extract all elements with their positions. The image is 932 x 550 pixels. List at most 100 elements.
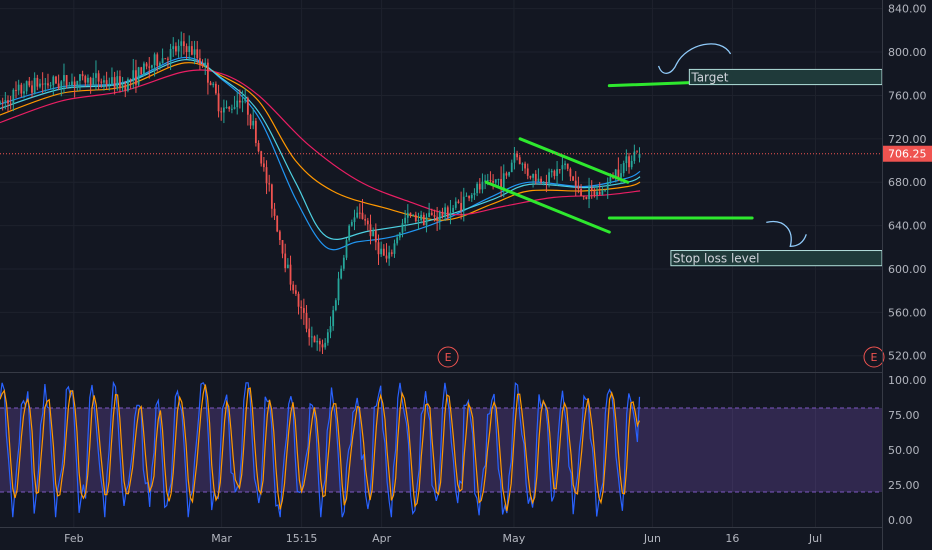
candle-body bbox=[436, 216, 439, 221]
time-tick-label: Feb bbox=[64, 532, 83, 545]
candle-body bbox=[374, 230, 377, 243]
candle-body bbox=[151, 65, 153, 68]
candle-body bbox=[345, 240, 348, 258]
channel-upper-trendline[interactable] bbox=[518, 137, 630, 184]
candle-body bbox=[329, 326, 332, 333]
candle-body bbox=[582, 195, 585, 197]
candle-body bbox=[361, 212, 364, 220]
candle-body bbox=[113, 77, 116, 89]
candle-body bbox=[444, 207, 447, 217]
candle-body bbox=[468, 195, 471, 199]
candle-body bbox=[412, 214, 415, 216]
candle-body bbox=[129, 79, 132, 81]
candle-body bbox=[254, 120, 257, 143]
candle-body bbox=[236, 100, 239, 108]
drawings[interactable]: Target Stop loss level E E bbox=[437, 43, 885, 368]
candle-body bbox=[505, 173, 508, 176]
candle-body bbox=[377, 242, 380, 255]
candle-body bbox=[302, 308, 305, 313]
candle-body bbox=[164, 58, 167, 60]
time-tick-label: Jun bbox=[643, 532, 661, 545]
candle-body bbox=[596, 191, 598, 195]
candle-body bbox=[137, 67, 140, 85]
candle-body bbox=[409, 212, 412, 216]
price-tick-label: 720.00 bbox=[888, 133, 927, 146]
candle-body bbox=[574, 180, 577, 186]
candle-body bbox=[366, 220, 369, 225]
candle-body bbox=[521, 163, 524, 165]
price-tick-label: 760.00 bbox=[888, 89, 927, 102]
candle-body bbox=[183, 41, 185, 47]
target-label: Target bbox=[690, 71, 728, 85]
candle-body bbox=[100, 81, 103, 83]
candle-body bbox=[238, 100, 241, 103]
candle-body bbox=[564, 163, 566, 166]
candle-body bbox=[23, 91, 25, 94]
candle-body bbox=[457, 201, 460, 204]
candle-body bbox=[348, 225, 351, 241]
grid bbox=[0, 0, 882, 527]
candle-body bbox=[390, 252, 393, 254]
time-tick-label: 16 bbox=[725, 532, 739, 545]
candle-body bbox=[153, 54, 156, 66]
price-tick-label: 560.00 bbox=[888, 306, 927, 319]
candle-body bbox=[446, 207, 449, 218]
candle-body bbox=[420, 214, 423, 221]
candle-body bbox=[191, 46, 193, 55]
oscillator-d-line bbox=[0, 384, 641, 512]
last-price-badge bbox=[883, 145, 932, 162]
candle-body bbox=[33, 77, 36, 93]
candle-body bbox=[556, 169, 558, 176]
candle-body bbox=[508, 172, 510, 176]
candle-body bbox=[526, 168, 529, 176]
candle-body bbox=[284, 253, 287, 269]
candle-body bbox=[81, 74, 84, 77]
candle-body bbox=[532, 173, 534, 178]
price-tick-label: 640.00 bbox=[888, 220, 927, 233]
candle-body bbox=[382, 248, 385, 256]
candle-body bbox=[401, 223, 404, 233]
candle-body bbox=[569, 168, 572, 177]
candle-body bbox=[388, 252, 391, 259]
time-tick-label: Apr bbox=[372, 532, 392, 545]
candle-body bbox=[433, 215, 436, 217]
candle-body bbox=[438, 211, 441, 221]
candle-body bbox=[537, 178, 540, 181]
candle-body bbox=[473, 193, 476, 195]
candle-body bbox=[406, 212, 409, 218]
candle-body bbox=[372, 230, 375, 237]
channel-lower-trendline[interactable] bbox=[484, 180, 611, 234]
candle-body bbox=[281, 240, 284, 254]
candle-body bbox=[265, 167, 268, 184]
candle-body bbox=[156, 54, 159, 66]
candle-body bbox=[470, 194, 473, 199]
candle-body bbox=[513, 153, 516, 163]
candle-body bbox=[148, 66, 151, 68]
earnings-marker[interactable] bbox=[437, 346, 459, 368]
candle-body bbox=[630, 160, 633, 168]
downward-arrow-drawing[interactable] bbox=[766, 220, 807, 247]
candle-body bbox=[606, 181, 609, 190]
candle-body bbox=[270, 184, 273, 209]
candle-body bbox=[364, 219, 367, 221]
time-tick-label: Mar bbox=[211, 532, 232, 545]
earnings-marker[interactable] bbox=[863, 346, 885, 368]
candle-body bbox=[617, 169, 620, 178]
candle-body bbox=[622, 163, 625, 174]
candle-body bbox=[44, 83, 47, 85]
candle-body bbox=[484, 180, 487, 182]
candle-body bbox=[417, 220, 420, 222]
candle-body bbox=[121, 84, 124, 89]
candle-body bbox=[92, 77, 95, 86]
candle-body bbox=[625, 156, 628, 164]
candle-body bbox=[204, 62, 207, 66]
candle-body bbox=[318, 340, 321, 345]
candle-body bbox=[492, 181, 495, 183]
upward-arrow-drawing[interactable] bbox=[657, 43, 732, 74]
candle-body bbox=[324, 342, 327, 348]
candle-body bbox=[393, 243, 396, 254]
last-price-label: 706.25 bbox=[888, 148, 927, 161]
candle-body bbox=[177, 45, 180, 52]
candle-body bbox=[292, 284, 295, 291]
